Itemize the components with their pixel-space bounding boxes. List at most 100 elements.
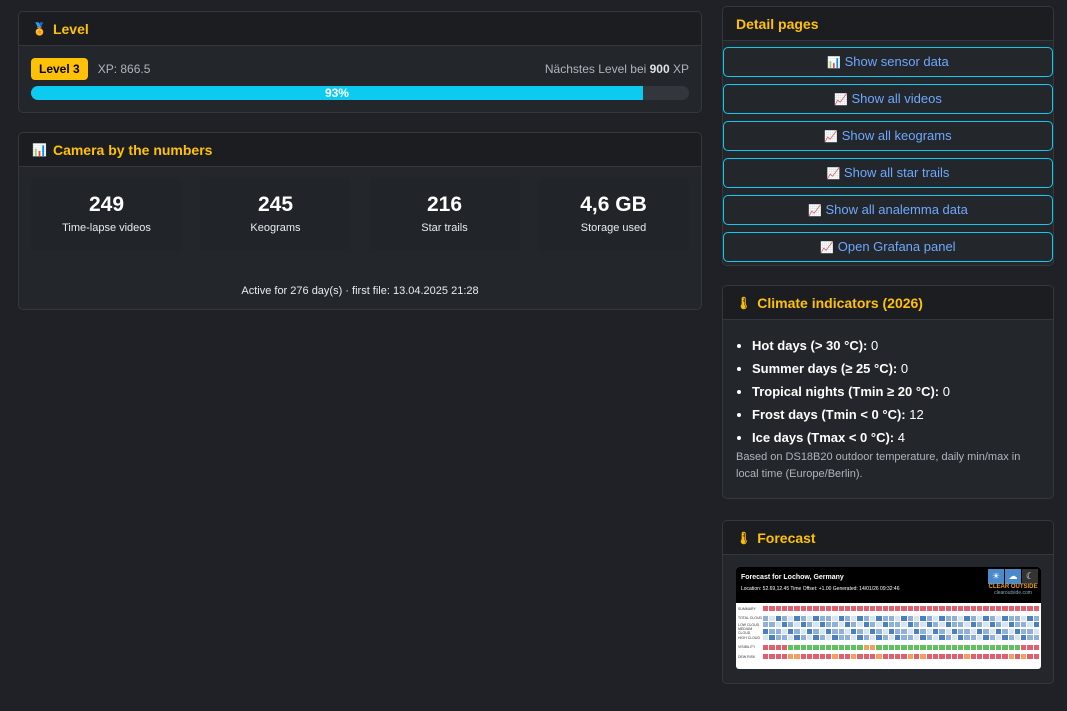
forecast-cell [888, 622, 895, 628]
forecast-cell [869, 635, 876, 641]
forecast-grid: SUMMARY TOTAL CLOUD LOW CLOUD MEDIUM CLOUD H… [736, 603, 1041, 660]
forecast-cell [945, 654, 951, 660]
detail-button-show-sensor-data[interactable]: 📊 Show sensor data [723, 47, 1053, 77]
forecast-row-label: LOW CLOUD [738, 622, 760, 627]
forecast-cell [844, 615, 851, 621]
forecast-cell [857, 615, 863, 621]
forecast-cell [1008, 654, 1014, 660]
detail-button-show-all-videos[interactable]: 📈 Show all videos [723, 84, 1053, 114]
forecast-cell [951, 622, 958, 628]
forecast-cell [970, 606, 977, 612]
forecast-cell [1002, 654, 1008, 660]
forecast-cell [838, 635, 844, 641]
climate-item: Tropical nights (Tmin ≥ 20 °C): 0 [752, 384, 1053, 399]
forecast-cell [781, 635, 788, 641]
forecast-cell [1027, 615, 1033, 621]
forecast-cell [1033, 654, 1039, 660]
line-chart-icon: 📈 [826, 168, 841, 180]
forecast-cell [920, 635, 926, 641]
forecast-cell [1014, 635, 1021, 641]
forecast-cell [800, 644, 807, 650]
forecast-cell [1021, 644, 1027, 650]
forecast-cell [832, 644, 838, 650]
forecast-cell [762, 628, 769, 634]
button-label: Show all analemma data [825, 202, 968, 217]
forecast-cell [882, 622, 888, 628]
camera-title: Camera by the numbers [52, 141, 213, 158]
forecast-cell [888, 615, 895, 621]
forecast-cell [939, 615, 945, 621]
forecast-cell [876, 654, 882, 660]
forecast-cell [819, 622, 825, 628]
forecast-cell [1033, 644, 1039, 650]
forecast-cell [762, 606, 769, 612]
forecast-cell [851, 622, 857, 628]
forecast-cell [788, 654, 794, 660]
forecast-cell [970, 644, 977, 650]
forecast-cell [888, 654, 895, 660]
forecast-cell [945, 635, 951, 641]
forecast-cell [869, 622, 876, 628]
forecast-cell [781, 644, 788, 650]
forecast-cell [869, 628, 876, 634]
forecast-cell [825, 622, 832, 628]
forecast-cell [832, 654, 838, 660]
forecast-cell [788, 628, 794, 634]
forecast-row-label: MEDIUM CLOUD [738, 627, 753, 636]
forecast-cell [876, 635, 882, 641]
detail-pages-card: Detail pages 📊 Show sensor data 📈 Show al… [722, 6, 1054, 266]
forecast-cell [914, 628, 920, 634]
xp-value: XP: 866.5 [97, 62, 151, 76]
forecast-cell [762, 615, 769, 621]
forecast-cell [819, 606, 825, 612]
forecast-cell [775, 644, 781, 650]
forecast-cell [838, 628, 844, 634]
forecast-cell [958, 628, 964, 634]
detail-button-open-grafana-panel[interactable]: 📈 Open Grafana panel [723, 232, 1053, 262]
forecast-cell [907, 628, 914, 634]
forecast-row: DEW RISK [738, 654, 1039, 660]
detail-button-show-all-star-trails[interactable]: 📈 Show all star trails [723, 158, 1053, 188]
forecast-cell [1008, 644, 1014, 650]
stat-value: 4,6 GB [580, 193, 647, 216]
forecast-cell [951, 654, 958, 660]
forecast-cell [989, 644, 995, 650]
forecast-cell [775, 606, 781, 612]
climate-item-value: 4 [894, 430, 905, 445]
xp-progress-bar: 93% [31, 86, 689, 100]
forecast-cell [857, 606, 863, 612]
forecast-cell [844, 628, 851, 634]
forecast-cell [807, 628, 813, 634]
forecast-row-label: TOTAL CLOUD [738, 616, 763, 621]
forecast-cell [1027, 644, 1033, 650]
climate-item-value: 0 [897, 361, 909, 376]
forecast-cell [939, 644, 945, 650]
forecast-cell [1033, 622, 1039, 628]
forecast-cell [781, 615, 788, 621]
detail-button-show-all-analemma-data[interactable]: 📈 Show all analemma data [723, 195, 1053, 225]
stat-videos: 249 Time-lapse videos [31, 179, 182, 251]
forecast-cell [945, 644, 951, 650]
forecast-image[interactable]: Forecast for Lochow, Germany Location: 5… [736, 567, 1041, 669]
forecast-cell [945, 606, 951, 612]
forecast-cell [794, 628, 800, 634]
forecast-cell [945, 622, 951, 628]
forecast-cell [888, 644, 895, 650]
forecast-cell [819, 628, 825, 634]
forecast-cell [844, 622, 851, 628]
forecast-cell [844, 606, 851, 612]
stat-label: Time-lapse videos [62, 222, 151, 234]
stat-label: Keograms [250, 222, 301, 234]
forecast-cell [788, 644, 794, 650]
detail-title: Detail pages [736, 15, 819, 32]
moon-icon: ☾ [1022, 569, 1038, 584]
next-level-text: Nächstes Level bei 900 XP [545, 62, 689, 76]
climate-note: Based on DS18B20 outdoor temperature, da… [736, 451, 1021, 480]
forecast-cell [939, 606, 945, 612]
forecast-heading: Forecast for Lochow, Germany [741, 574, 844, 581]
forecast-cell [838, 615, 844, 621]
climate-item: Summer days (≥ 25 °C): 0 [752, 361, 1053, 376]
forecast-cell [869, 615, 876, 621]
forecast-cell [857, 644, 863, 650]
detail-button-show-all-keograms[interactable]: 📈 Show all keograms [723, 121, 1053, 151]
